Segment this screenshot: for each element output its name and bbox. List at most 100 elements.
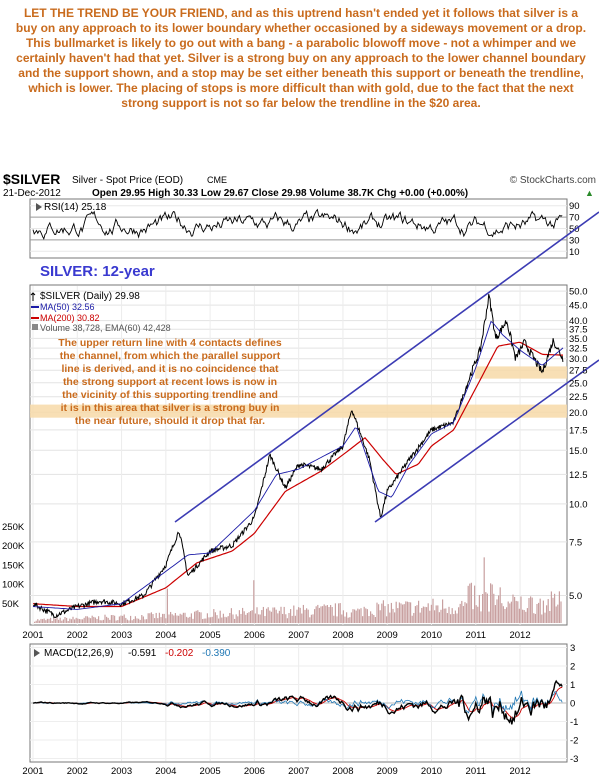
volume-bar [411, 615, 413, 623]
volume-bar [394, 612, 396, 623]
volume-bar [94, 617, 96, 623]
annotation-line: the near future, should it drop that far… [75, 415, 265, 427]
volume-bar [285, 614, 287, 623]
volume-tick-label: 100K [2, 580, 25, 591]
volume-bar [269, 610, 271, 623]
date-label: 21-Dec-2012 [3, 188, 61, 199]
volume-legend-icon [32, 324, 38, 330]
volume-bar [539, 598, 541, 623]
volume-bar [376, 602, 378, 623]
volume-bar [400, 603, 402, 623]
volume-bar [347, 617, 349, 623]
volume-bar [331, 606, 333, 623]
volume-bar [338, 603, 340, 623]
volume-bar [64, 617, 66, 623]
volume-bar [392, 608, 394, 623]
volume-bar [154, 618, 156, 623]
volume-bar [362, 616, 364, 623]
price-tick-label: 35.0 [569, 334, 588, 345]
volume-bar [69, 618, 71, 623]
volume-bar [208, 617, 210, 623]
volume-bar [499, 587, 501, 623]
volume-bar [286, 618, 288, 623]
volume-bar [469, 583, 471, 623]
volume-bar [72, 616, 74, 623]
volume-bar [150, 612, 152, 623]
rsi-tick-label: 30 [569, 235, 580, 246]
macd-tick-label: -2 [570, 736, 578, 747]
volume-tick-label: 50K [2, 599, 20, 610]
volume-bar [282, 613, 284, 623]
volume-bar [414, 606, 416, 623]
volume-bar [173, 615, 175, 623]
volume-bar [142, 616, 144, 623]
price-tick-label: 37.5 [569, 325, 588, 336]
volume-bar [157, 618, 159, 623]
volume-bar [190, 613, 192, 623]
volume-bar [102, 619, 104, 623]
volume-bar [458, 607, 460, 623]
volume-bar [160, 617, 162, 623]
volume-bar [509, 603, 511, 623]
volume-bar [470, 582, 472, 623]
volume-bar [70, 619, 72, 623]
volume-bar [37, 619, 39, 623]
volume-bar [445, 608, 447, 623]
volume-bar [518, 608, 520, 623]
legend-price: $SILVER (Daily) 29.98 [40, 291, 140, 302]
volume-tick-label: 150K [2, 560, 25, 571]
volume-bar [246, 613, 248, 623]
volume-bar [488, 611, 490, 623]
volume-bar [141, 614, 143, 623]
volume-bar [397, 608, 399, 623]
chart-title: SILVER: 12-year [40, 263, 155, 280]
volume-bar [130, 615, 132, 623]
volume-bar [234, 618, 236, 623]
volume-bar [387, 604, 389, 623]
volume-bar [299, 607, 301, 623]
volume-bar [261, 610, 263, 623]
volume-bar [278, 610, 280, 623]
price-tick-label: 25.0 [569, 378, 588, 389]
volume-bar [336, 616, 338, 623]
volume-bar [544, 612, 546, 623]
volume-bar [106, 616, 108, 623]
volume-bar [370, 611, 372, 623]
volume-bar [123, 614, 125, 623]
volume-bar [61, 620, 63, 623]
volume-tick-label: 250K [2, 522, 25, 533]
volume-bar [277, 613, 279, 623]
volume-bar [272, 607, 274, 623]
volume-bar [373, 614, 375, 623]
volume-bar [496, 599, 498, 623]
volume-bar [218, 618, 220, 623]
x-axis-label: 2003 [111, 630, 132, 641]
volume-bar [85, 616, 87, 623]
volume-bar [546, 605, 548, 623]
volume-bar [82, 619, 84, 623]
volume-bar [485, 592, 487, 623]
price-line [33, 293, 564, 619]
volume-bar [483, 557, 485, 623]
volume-bar [358, 609, 360, 623]
volume-bar [453, 613, 455, 623]
support-band-27 [475, 366, 567, 379]
volume-bar [462, 606, 464, 623]
legend-ma200: MA(200) 30.82 [40, 313, 100, 323]
volume-bar [416, 605, 418, 623]
volume-bar [147, 613, 149, 623]
volume-bar [344, 616, 346, 623]
volume-bar [250, 610, 252, 623]
rsi-line [32, 208, 563, 240]
volume-bar [75, 617, 77, 623]
volume-bar [56, 617, 58, 623]
volume-bar [194, 611, 196, 623]
volume-bar [390, 602, 392, 623]
volume-bar [42, 619, 44, 623]
volume-bar [310, 614, 312, 623]
volume-bar [438, 612, 440, 623]
macd-tick-label: 2 [570, 662, 575, 673]
volume-bar [366, 609, 368, 623]
volume-bar [93, 616, 95, 623]
